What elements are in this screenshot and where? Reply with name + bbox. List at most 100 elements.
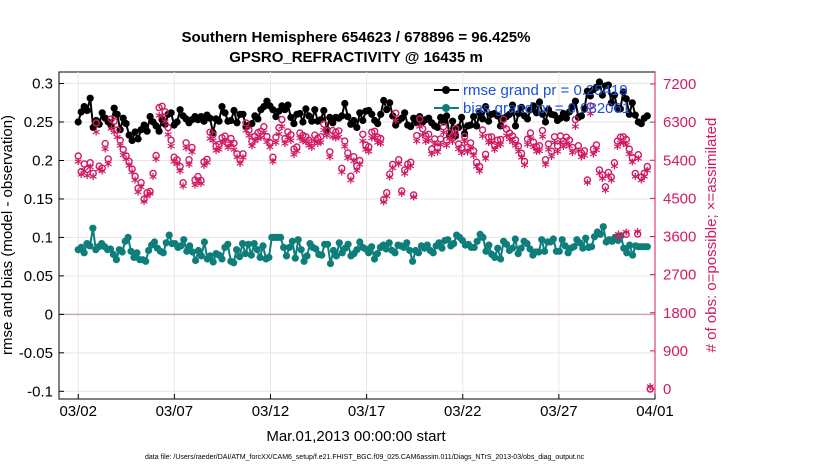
data-point — [275, 107, 283, 115]
obs-possible-point — [239, 150, 247, 158]
data-point — [159, 249, 167, 257]
obs-possible-point — [469, 147, 478, 155]
obs-possible-point — [416, 115, 424, 123]
obs-possible-point — [442, 136, 451, 144]
obs-assimilated-point: * — [338, 166, 346, 184]
obs-possible-point — [359, 130, 367, 139]
obs-assimilated-point: * — [374, 136, 382, 154]
obs-assimilated-point: * — [479, 130, 487, 148]
obs-assimilated-point: * — [245, 129, 253, 147]
data-point — [282, 252, 291, 260]
obs-assimilated-point: * — [128, 166, 136, 184]
obs-assimilated-point: * — [431, 138, 439, 156]
obs-assimilated-point: * — [524, 138, 532, 156]
data-point — [119, 114, 127, 122]
y-tick-label: -0.05 — [19, 345, 53, 362]
obs-assimilated-point: * — [458, 147, 466, 165]
obs-assimilated-point: * — [200, 159, 208, 177]
obs-assimilated-point: * — [634, 152, 642, 170]
obs-possible-point — [197, 176, 205, 185]
data-point — [338, 112, 346, 120]
obs-possible-point — [353, 162, 361, 170]
obs-possible-point — [281, 134, 289, 143]
data-point — [239, 110, 247, 118]
data-point — [450, 240, 458, 248]
obs-assimilated-point: * — [607, 174, 615, 192]
data-point — [550, 111, 559, 119]
obs-possible-point — [188, 143, 196, 152]
data-point — [479, 115, 487, 123]
obs-assimilated-point: * — [500, 120, 508, 138]
data-point — [386, 99, 394, 107]
data-point — [429, 249, 437, 257]
obs-possible-point — [511, 136, 520, 144]
obs-assimilated-point: * — [305, 139, 313, 157]
data-point — [236, 253, 244, 261]
obs-assimilated-point: * — [134, 185, 142, 203]
obs-assimilated-point: * — [401, 167, 409, 185]
obs-possible-point — [496, 135, 505, 144]
obs-assimilated-point: * — [182, 141, 190, 159]
data-point — [637, 120, 645, 128]
y-axis-right: 7200 6300 5400 4500 3600 2700 1800 900 0 — [650, 72, 696, 399]
data-point — [335, 239, 343, 247]
data-point — [496, 122, 505, 130]
obs-assimilated-point: * — [619, 136, 627, 154]
obs-possible-point — [616, 133, 625, 141]
x-axis-label: Mar.01,2013 00:00:00 start — [266, 428, 446, 445]
data-point — [227, 116, 235, 125]
obs-possible-point — [128, 165, 136, 173]
legend-bias-label: bias grand pr = 0.082061 — [463, 100, 630, 117]
obs-assimilated-point: * — [233, 151, 241, 169]
data-point — [194, 246, 203, 255]
obs-assimilated-point: * — [365, 145, 373, 163]
obs-possible-point — [395, 155, 403, 164]
data-point — [221, 109, 229, 117]
data-point — [122, 120, 130, 128]
obs-assimilated-point: * — [422, 135, 430, 153]
data-point — [215, 117, 223, 125]
obs-assimilated-point: * — [203, 156, 211, 174]
obs-possible-point — [541, 155, 550, 164]
obs-possible-point — [293, 143, 301, 151]
obs-assimilated-point: * — [643, 164, 651, 182]
obs-possible-point — [335, 127, 343, 135]
obs-assimilated-point: * — [503, 129, 511, 147]
obs-assimilated-point: * — [260, 126, 268, 144]
y2-tick-label: 3600 — [663, 229, 696, 246]
data-point — [218, 103, 226, 111]
data-point — [508, 244, 516, 252]
obs-assimilated-point: * — [610, 160, 618, 178]
data-point — [98, 109, 106, 117]
data-point — [549, 235, 558, 243]
data-point — [353, 246, 361, 254]
data-point — [233, 119, 241, 127]
data-point — [189, 248, 197, 256]
obs-assimilated-point: * — [263, 135, 271, 153]
obs-possible-point — [209, 130, 217, 139]
obs-possible-point — [341, 137, 349, 145]
data-point — [146, 113, 154, 121]
data-point — [161, 120, 169, 128]
y-tick-label: 0 — [45, 306, 53, 323]
data-point — [511, 235, 519, 243]
obs-assimilated-point: * — [335, 130, 343, 148]
y2-tick-label: 0 — [663, 381, 671, 398]
obs-assimilated-point: * — [218, 136, 226, 154]
data-point — [538, 110, 547, 118]
data-point — [479, 233, 487, 241]
data-point — [398, 114, 406, 122]
data-point — [265, 253, 273, 261]
obs-assimilated-point: * — [497, 138, 505, 156]
y2-tick-label: 900 — [663, 343, 688, 360]
data-point — [329, 246, 337, 255]
obs-assimilated-point: * — [542, 158, 550, 176]
data-point — [505, 110, 514, 118]
obs-possible-point — [547, 147, 556, 155]
x-tick-label: 04/01 — [636, 403, 674, 420]
obs-assimilated-point: * — [275, 128, 283, 146]
obs-possible-point — [266, 138, 274, 147]
y-axis-left: 0.3 0.25 0.2 0.15 0.1 0.05 0 -0.05 -0.1 — [19, 76, 64, 400]
obs-possible-point — [221, 132, 229, 140]
obs-possible-point — [640, 169, 648, 178]
